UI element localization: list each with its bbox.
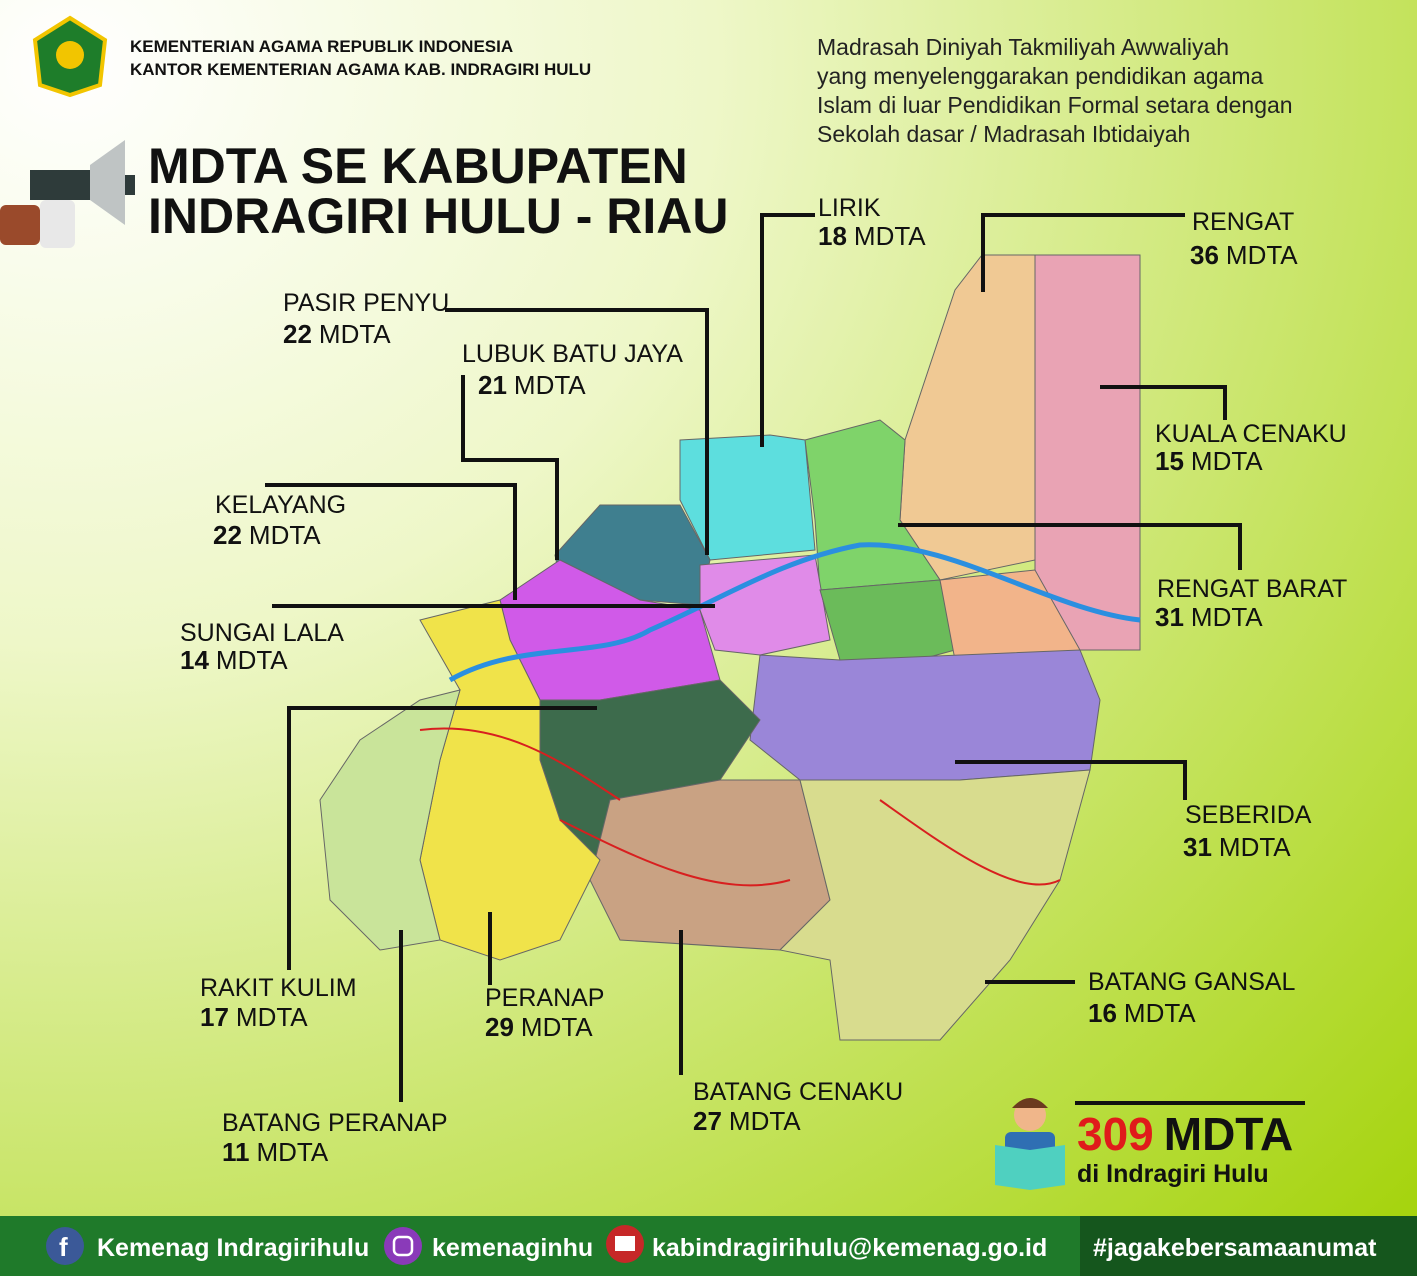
district-count-line: 22 MDTA	[283, 319, 391, 349]
total-count: 309	[1077, 1108, 1154, 1160]
reader-icon	[995, 1098, 1065, 1190]
district-unit: MDTA	[236, 1002, 308, 1032]
district-name: RENGAT	[1192, 208, 1294, 236]
district-count: 14	[180, 645, 209, 675]
district-unit: MDTA	[319, 319, 391, 349]
title: MDTA SE KABUPATEN INDRAGIRI HULU - RIAU	[148, 138, 729, 244]
district-name: PERANAP	[485, 984, 604, 1012]
district-count-line: 11 MDTA	[222, 1137, 329, 1167]
district-unit: MDTA	[257, 1137, 329, 1167]
district-count-line: 29 MDTA	[485, 1012, 593, 1042]
district-unit: MDTA	[1191, 446, 1263, 476]
district-unit: MDTA	[1124, 998, 1196, 1028]
map	[319, 254, 1141, 1041]
org-line: KEMENTERIAN AGAMA REPUBLIK INDONESIA	[130, 37, 513, 56]
title-line: INDRAGIRI HULU - RIAU	[148, 188, 729, 244]
district-unit: MDTA	[729, 1106, 801, 1136]
facebook[interactable]: Kemenag Indragirihulu	[97, 1234, 369, 1262]
district-name: BATANG PERANAP	[222, 1109, 448, 1137]
district-count: 22	[283, 319, 312, 349]
district-name: LUBUK BATU JAYA	[462, 340, 683, 368]
district-count: 15	[1155, 446, 1184, 476]
total-caption: di Indragiri Hulu	[1077, 1160, 1269, 1188]
district-count: 21	[478, 370, 507, 400]
total-box: 309 MDTA di Indragiri Hulu	[995, 1098, 1305, 1190]
district-unit: MDTA	[1219, 832, 1291, 862]
description: Madrasah Diniyah Takmiliyah Awwaliyah ya…	[817, 34, 1293, 147]
district-name: SEBERIDA	[1185, 801, 1312, 829]
district-name: SUNGAI LALA	[180, 619, 344, 647]
district-name: KUALA CENAKU	[1155, 420, 1347, 448]
district-count: 22	[213, 520, 242, 550]
footer: f Kemenag Indragirihulu kemenaginhu kabi…	[0, 1216, 1417, 1276]
district-count-line: 36 MDTA	[1190, 240, 1298, 270]
district-count-line: 17 MDTA	[200, 1002, 308, 1032]
email[interactable]: kabindragirihulu@kemenag.go.id	[652, 1234, 1047, 1262]
total-unit: MDTA	[1164, 1108, 1293, 1160]
description-line: Islam di luar Pendidikan Formal setara d…	[817, 92, 1293, 118]
district-count-line: 31 MDTA	[1155, 602, 1263, 632]
district-count-line: 22 MDTA	[213, 520, 321, 550]
description-line: yang menyelenggarakan pendidikan agama	[817, 63, 1263, 89]
district-name: BATANG CENAKU	[693, 1078, 903, 1106]
district-count-line: 31 MDTA	[1183, 832, 1291, 862]
district-name: RENGAT BARAT	[1157, 575, 1347, 603]
district-count-line: 15 MDTA	[1155, 446, 1263, 476]
district-count: 11	[222, 1137, 250, 1167]
district-count-line: 18 MDTA	[818, 221, 926, 251]
hashtag: #jagakebersamaanumat	[1093, 1234, 1377, 1262]
district-unit: MDTA	[521, 1012, 593, 1042]
district-unit: MDTA	[216, 645, 288, 675]
megaphone-icon	[0, 140, 135, 248]
district-count-line: 21 MDTA	[478, 370, 586, 400]
district-name: KELAYANG	[215, 491, 346, 519]
district-count: 36	[1190, 240, 1219, 270]
district-unit: MDTA	[249, 520, 321, 550]
logo	[32, 15, 108, 98]
district-count-line: 14 MDTA	[180, 645, 288, 675]
district-name: PASIR PENYU	[283, 289, 449, 317]
title-line: MDTA SE KABUPATEN	[148, 138, 688, 194]
district-name: LIRIK	[818, 194, 881, 222]
district-count: 17	[200, 1002, 229, 1032]
district-name: RAKIT KULIM	[200, 974, 357, 1002]
district-count-line: 16 MDTA	[1088, 998, 1196, 1028]
instagram[interactable]: kemenaginhu	[432, 1234, 593, 1262]
district-count-line: 27 MDTA	[693, 1106, 801, 1136]
district-unit: MDTA	[514, 370, 586, 400]
district-count: 18	[818, 221, 847, 251]
total-value: 309 MDTA	[1077, 1108, 1293, 1160]
district-unit: MDTA	[1226, 240, 1298, 270]
district-unit: MDTA	[1191, 602, 1263, 632]
district-count: 16	[1088, 998, 1117, 1028]
leader-lines	[265, 213, 1242, 1102]
district-count: 29	[485, 1012, 514, 1042]
org-line: KANTOR KEMENTERIAN AGAMA KAB. INDRAGIRI …	[130, 60, 591, 79]
description-line: Sekolah dasar / Madrasah Ibtidaiyah	[817, 121, 1190, 147]
svg-text:f: f	[59, 1232, 68, 1262]
district-name: BATANG GANSAL	[1088, 968, 1296, 996]
district-count: 31	[1155, 602, 1184, 632]
district-count: 27	[693, 1106, 722, 1136]
description-line: Madrasah Diniyah Takmiliyah Awwaliyah	[817, 34, 1229, 60]
district-count: 31	[1183, 832, 1212, 862]
district-unit: MDTA	[854, 221, 926, 251]
org-header: KEMENTERIAN AGAMA REPUBLIK INDONESIA KAN…	[130, 37, 591, 79]
